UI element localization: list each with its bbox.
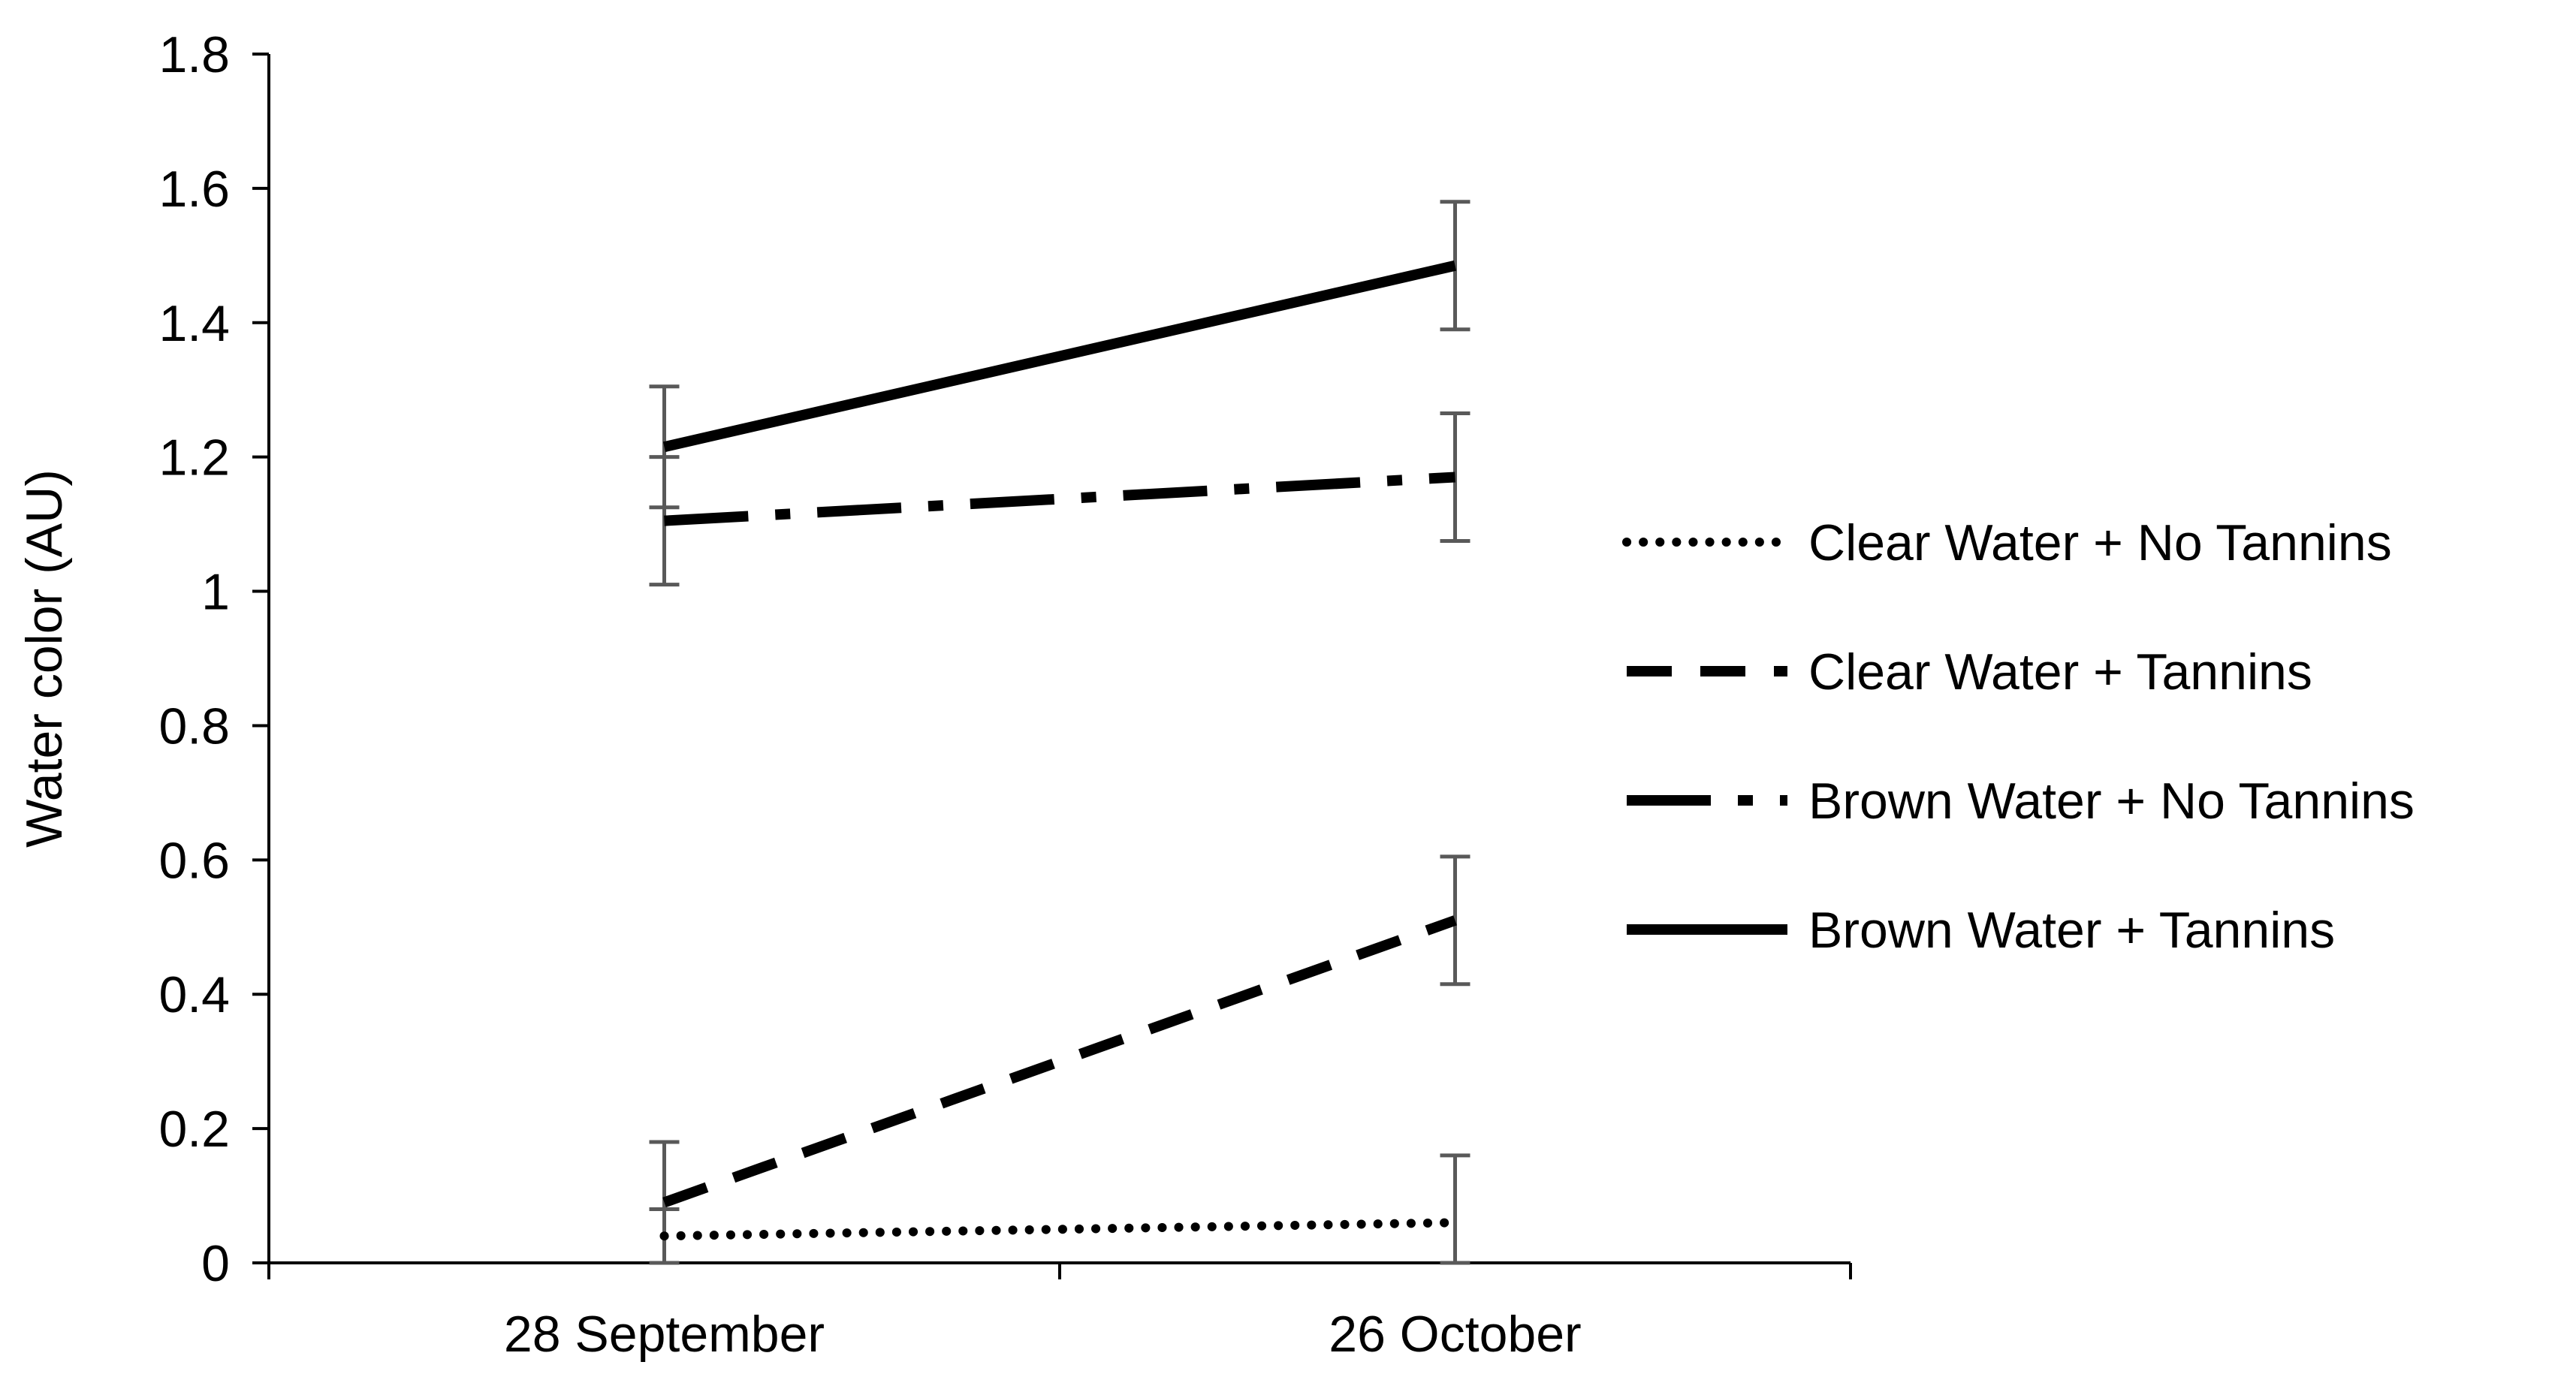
y-tick-label: 1.4: [158, 295, 230, 352]
x-tick-label: 26 October: [1329, 1306, 1581, 1363]
series-line-clear-water-no-tannins: [659, 1218, 1460, 1241]
y-tick-label: 0.4: [158, 966, 230, 1023]
y-tick-label: 0.2: [158, 1101, 230, 1158]
y-tick-label: 1.8: [158, 26, 230, 83]
series-line-brown-water-no-tannins: [664, 472, 1455, 526]
legend-label-clear-water-tannins: Clear Water + Tannins: [1808, 643, 2312, 701]
legend: Clear Water + No Tannins Clear Water + Ta…: [1622, 514, 2415, 959]
y-axis-title: Water color (AU): [16, 469, 73, 848]
y-tick-label: 1: [201, 564, 230, 621]
y-tick-label: 0: [201, 1235, 230, 1292]
series-line-clear-water-tannins: [662, 915, 1457, 1208]
legend-label-brown-water-no-tannins: Brown Water + No Tannins: [1808, 773, 2415, 830]
x-tick-label: 28 September: [504, 1306, 825, 1363]
series-line-brown-water-tannins: [662, 260, 1457, 453]
series-lines: [659, 260, 1460, 1241]
y-tick-label: 1.2: [158, 429, 230, 487]
y-tick-label: 0.6: [158, 832, 230, 889]
legend-label-brown-water-tannins: Brown Water + Tannins: [1808, 902, 2335, 959]
legend-label-clear-water-no-tannins: Clear Water + No Tannins: [1808, 514, 2392, 571]
axes: 0 0.2 0.4 0.6 0.8 1 1.2 1.4 1.6 1.8 28 September 26…: [16, 26, 1852, 1363]
y-tick-label: 0.8: [158, 698, 230, 755]
y-tick-label: 1.6: [158, 161, 230, 218]
